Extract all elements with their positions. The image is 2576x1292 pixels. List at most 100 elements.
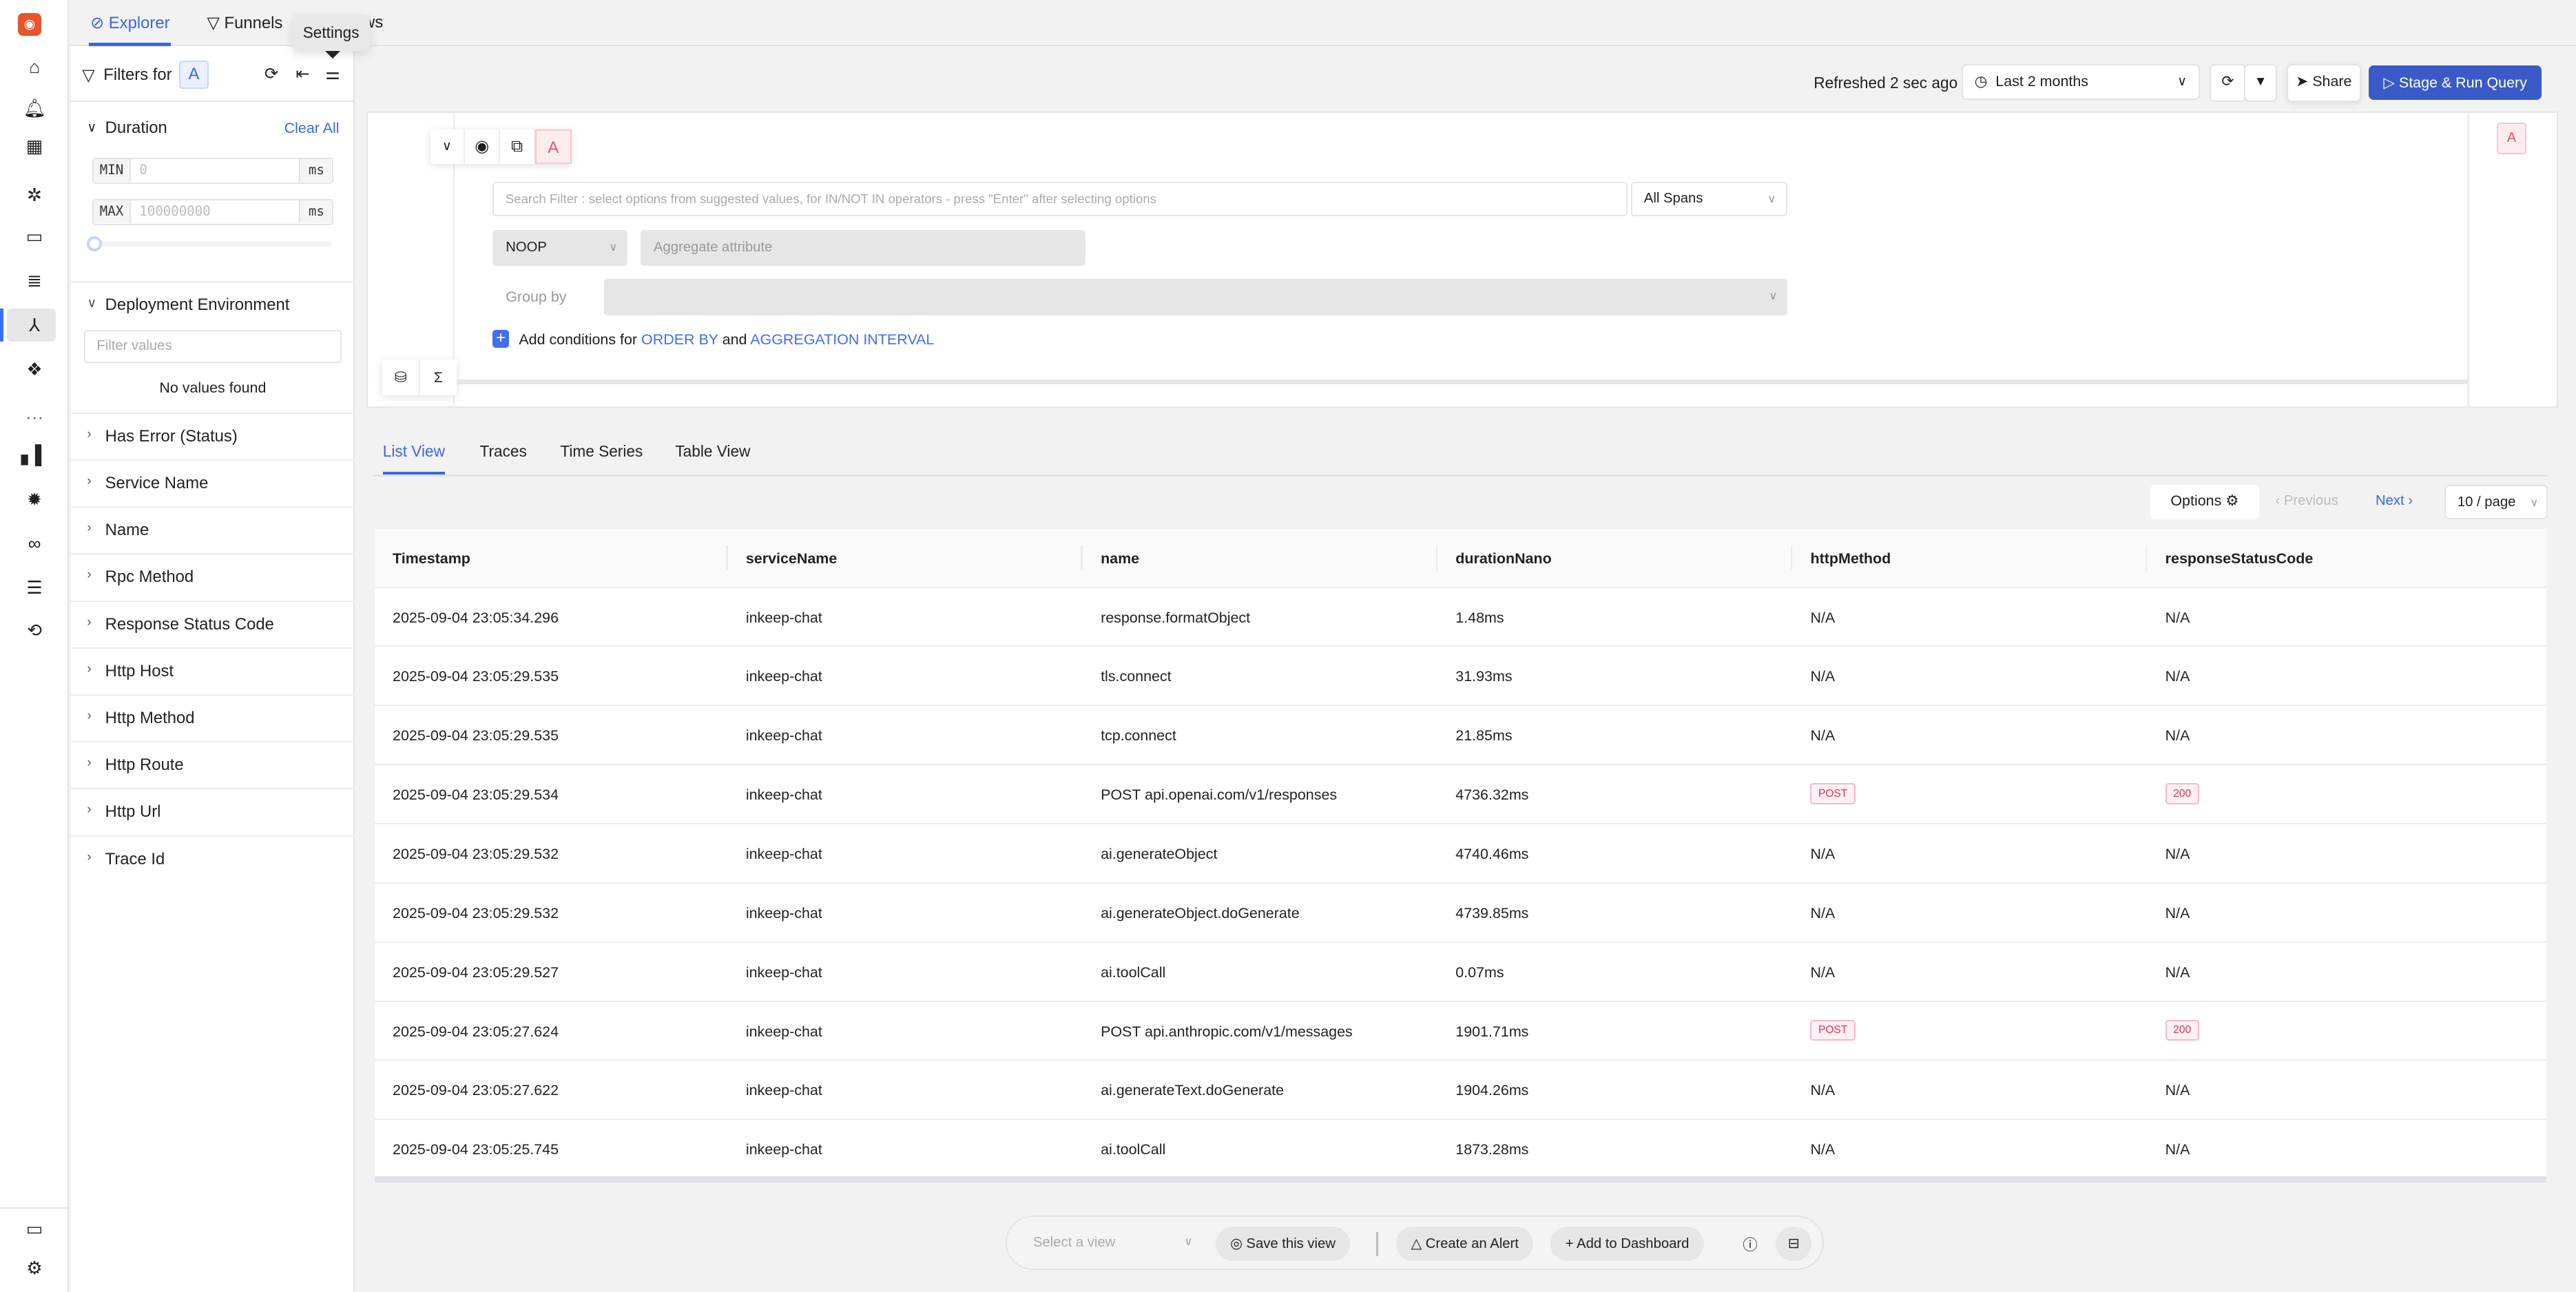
span-scope-select[interactable]: All Spans ∨: [1631, 182, 1787, 217]
filter-values-input[interactable]: Filter values: [83, 330, 342, 363]
alert-bell-icon[interactable]: 🔔︎: [23, 97, 46, 118]
page-size-select[interactable]: 10 / page ∨: [2444, 484, 2548, 519]
settings-gear-icon[interactable]: ⚙: [26, 1257, 43, 1278]
settings-sliders-icon[interactable]: ⚌: [325, 65, 340, 84]
filter-section[interactable]: › Trace Id: [70, 835, 355, 883]
filter-section[interactable]: › Rpc Method: [70, 553, 355, 601]
group-by-label: Group by: [506, 289, 567, 306]
table-row[interactable]: 2025-09-04 23:05:29.532 inkeep-chat ai.gen…: [374, 822, 2547, 882]
filter-section[interactable]: › Service Name: [70, 459, 355, 507]
filter-section[interactable]: › Http Method: [70, 694, 355, 742]
table-row[interactable]: 2025-09-04 23:05:29.535 inkeep-chat tls.co…: [374, 645, 2547, 705]
collapse-panel-icon[interactable]: ⇤: [295, 65, 310, 84]
duration-max-field[interactable]: MAX 100000000 ms: [92, 198, 334, 225]
section-label: Response Status Code: [105, 614, 274, 634]
group-by-select[interactable]: ∨: [604, 279, 1787, 315]
column-header[interactable]: responseStatusCode: [2165, 550, 2314, 567]
table-row[interactable]: 2025-09-04 23:05:29.532 inkeep-chat ai.gen…: [374, 882, 2547, 941]
column-header[interactable]: durationNano: [1455, 550, 1552, 567]
sparkle-cursor-icon[interactable]: ✲: [27, 185, 43, 206]
signoz-logo-icon[interactable]: ◉: [18, 13, 41, 37]
copy-icon[interactable]: ⧉: [500, 129, 535, 165]
order-by-link[interactable]: ORDER BY: [641, 331, 718, 348]
chat-icon[interactable]: ▭: [25, 1218, 43, 1239]
column-header[interactable]: name: [1101, 550, 1140, 567]
table-row[interactable]: 2025-09-04 23:05:25.745 inkeep-chat ai.too…: [374, 1118, 2547, 1178]
max-input[interactable]: 100000000: [139, 203, 211, 219]
info-icon[interactable]: ⓘ: [1743, 1236, 1758, 1253]
workflow-icon[interactable]: ⟲: [27, 620, 43, 641]
clear-all-link[interactable]: Clear All: [284, 120, 340, 137]
table-cell: 2025-09-04 23:05:29.535: [393, 727, 559, 744]
tab-table-view[interactable]: Table View: [675, 441, 751, 460]
next-page-button[interactable]: Next ›: [2375, 492, 2413, 508]
tab-traces[interactable]: Traces: [479, 441, 527, 460]
column-header[interactable]: httpMethod: [1810, 550, 1891, 567]
traces-icon[interactable]: ⅄: [29, 314, 41, 335]
home-icon[interactable]: ⌂: [29, 56, 40, 78]
table-row[interactable]: 2025-09-04 23:05:29.535 inkeep-chat tcp.co…: [374, 705, 2547, 764]
collapse-query-icon[interactable]: ∨: [430, 129, 466, 165]
database-icon[interactable]: ⛁: [382, 359, 421, 396]
chevron-down-icon: ∨: [609, 240, 618, 253]
refresh-icon[interactable]: ⟳: [264, 65, 278, 84]
sigma-formula-icon[interactable]: Σ: [433, 368, 443, 386]
storage-icon[interactable]: ▭: [25, 226, 43, 247]
aggregate-attribute-input[interactable]: Aggregate attribute: [640, 229, 1086, 266]
tab-list-view[interactable]: List View: [382, 441, 445, 460]
refresh-interval-dropdown[interactable]: ▼: [2244, 64, 2277, 102]
options-button[interactable]: Options ⚙: [2150, 484, 2259, 519]
filter-section[interactable]: › Name: [70, 506, 355, 554]
duration-slider-handle[interactable]: [87, 236, 102, 251]
search-filter-input[interactable]: Search Filter : select options from sugg…: [492, 182, 1628, 217]
duration-slider-track[interactable]: [93, 241, 332, 247]
query-name-badge[interactable]: A: [534, 129, 572, 165]
refresh-button[interactable]: ⟳: [2210, 64, 2246, 102]
share-button[interactable]: ➤ Share: [2287, 64, 2361, 102]
filter-section[interactable]: › Http Route: [70, 741, 355, 789]
column-header[interactable]: Timestamp: [393, 550, 470, 567]
table-cell: N/A: [2165, 904, 2190, 921]
filter-section[interactable]: › Http Host: [70, 647, 355, 695]
table-row[interactable]: 2025-09-04 23:05:34.296 inkeep-chat respon…: [374, 586, 2547, 646]
min-input[interactable]: 0: [139, 162, 147, 178]
add-conditions-plus-icon[interactable]: +: [492, 330, 509, 348]
previous-page-button[interactable]: ‹ Previous: [2275, 492, 2338, 508]
table-row[interactable]: 2025-09-04 23:05:29.534 inkeep-chat POST a…: [374, 764, 2547, 823]
section-label[interactable]: Deployment Environment: [105, 295, 290, 314]
stage-run-query-button[interactable]: ▷ Stage & Run Query: [2369, 65, 2542, 101]
chevron-down-icon[interactable]: ∨: [87, 121, 97, 136]
export-icon[interactable]: ⊟: [1776, 1227, 1812, 1262]
services-cubes-icon[interactable]: ❖: [26, 359, 43, 380]
more-icon[interactable]: ···: [25, 406, 44, 428]
tab-funnels[interactable]: ▽ Funnels: [207, 13, 283, 33]
table-row[interactable]: 2025-09-04 23:05:27.624 inkeep-chat POST a…: [374, 1000, 2547, 1060]
logs-scroll-icon[interactable]: ≣: [27, 270, 43, 291]
tab-explorer[interactable]: ⊘ Explorer: [90, 13, 169, 33]
table-row[interactable]: 2025-09-04 23:05:29.527 inkeep-chat ai.too…: [374, 941, 2547, 1001]
binoculars-icon[interactable]: ∞: [28, 533, 41, 554]
bug-icon[interactable]: ✹: [27, 488, 43, 510]
eye-icon[interactable]: ◉: [465, 129, 501, 165]
table-cell: 2025-09-04 23:05:29.532: [393, 845, 559, 862]
filter-section[interactable]: › Response Status Code: [70, 600, 355, 648]
pipelines-lines-icon[interactable]: ☰: [26, 577, 43, 598]
aggregate-operator-select[interactable]: NOOP ∨: [492, 229, 627, 266]
tab-time-series[interactable]: Time Series: [560, 441, 643, 460]
duration-min-field[interactable]: MIN 0 ms: [92, 157, 334, 185]
dashboard-grid-icon[interactable]: ▦: [25, 135, 43, 156]
metrics-bar-icon[interactable]: ▖▌: [21, 444, 48, 466]
select-view-dropdown[interactable]: Select a view: [1032, 1235, 1116, 1251]
aggregation-interval-link[interactable]: AGGREGATION INTERVAL: [750, 331, 935, 348]
filter-section[interactable]: › Has Error (Status): [70, 412, 355, 460]
query-list-badge[interactable]: A: [2497, 123, 2527, 154]
filter-section[interactable]: › Http Url: [70, 788, 355, 835]
time-range-select[interactable]: ◷ Last 2 months ∨: [1961, 64, 2200, 101]
deployment-environment-section: ∨ Deployment Environment Filter values N…: [70, 280, 355, 413]
chevron-down-icon[interactable]: ∨: [87, 295, 97, 311]
create-alert-button[interactable]: △ Create an Alert: [1396, 1227, 1534, 1262]
add-to-dashboard-button[interactable]: + Add to Dashboard: [1550, 1227, 1704, 1262]
save-view-button[interactable]: ◎ Save this view: [1215, 1227, 1351, 1262]
column-header[interactable]: serviceName: [745, 550, 838, 567]
table-row[interactable]: 2025-09-04 23:05:27.622 inkeep-chat ai.gen…: [374, 1059, 2547, 1118]
